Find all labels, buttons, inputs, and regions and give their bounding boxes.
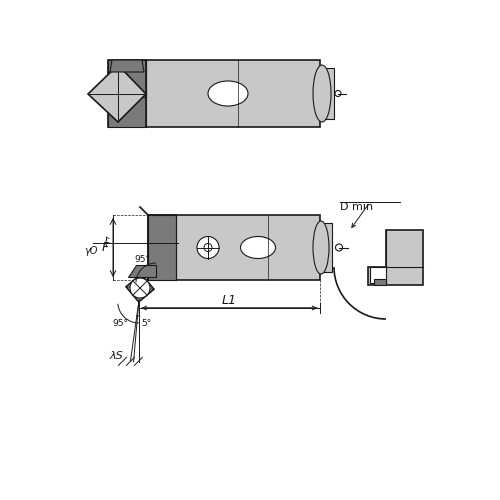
Bar [108, 60, 320, 127]
Text: 95°: 95° [113, 320, 129, 328]
Bar [148, 215, 176, 280]
Circle shape [336, 244, 342, 251]
Polygon shape [110, 60, 144, 72]
Polygon shape [128, 265, 156, 277]
Text: D min: D min [340, 202, 373, 212]
Circle shape [130, 278, 150, 298]
Polygon shape [368, 230, 423, 285]
Polygon shape [374, 279, 386, 285]
Circle shape [197, 236, 219, 258]
Ellipse shape [208, 81, 248, 106]
Bar [108, 60, 146, 127]
Polygon shape [126, 274, 154, 302]
Circle shape [335, 90, 341, 96]
Circle shape [204, 244, 212, 252]
Text: L1: L1 [222, 294, 237, 308]
Ellipse shape [313, 65, 331, 122]
Bar [148, 215, 320, 280]
Ellipse shape [240, 236, 276, 258]
Polygon shape [88, 65, 146, 122]
Polygon shape [108, 60, 146, 97]
Text: 5°: 5° [142, 320, 152, 328]
Text: γO: γO [84, 246, 98, 256]
Text: F: F [102, 241, 108, 254]
Bar [320, 223, 332, 272]
Text: 95°: 95° [134, 256, 150, 264]
Polygon shape [370, 267, 386, 283]
Text: λS: λS [110, 352, 124, 362]
Ellipse shape [313, 221, 329, 274]
Bar [320, 68, 334, 119]
